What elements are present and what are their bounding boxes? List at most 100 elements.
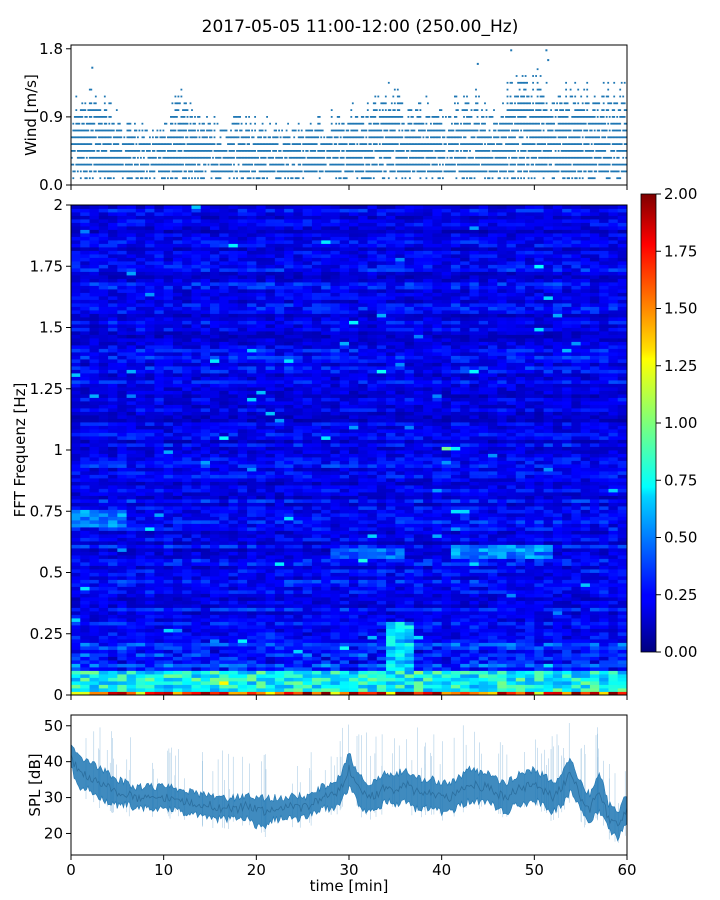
- spectrogram-cell: [117, 642, 127, 647]
- wind-point: [574, 150, 577, 152]
- wind-point: [472, 143, 474, 145]
- spectrogram-cell: [89, 586, 100, 591]
- wind-point: [398, 95, 401, 98]
- wind-point: [176, 163, 178, 166]
- wind-point: [485, 150, 488, 152]
- wind-point: [134, 163, 136, 166]
- wind-point: [140, 163, 142, 166]
- wind-point: [228, 136, 231, 139]
- spectrogram-cell: [460, 642, 470, 647]
- spectrogram-cell: [413, 632, 424, 636]
- spectrogram-cell: [395, 670, 405, 675]
- wind-point: [344, 136, 347, 139]
- wind-point: [360, 163, 363, 166]
- wind-point: [508, 156, 510, 159]
- spectrogram-cell: [450, 642, 461, 647]
- spectrogram-cell: [376, 646, 387, 650]
- spectrogram-cell: [506, 653, 517, 657]
- wind-point: [93, 122, 96, 125]
- spectrogram-cell: [571, 642, 582, 647]
- spectrogram-cell: [349, 600, 359, 605]
- spectrogram-cell: [608, 663, 619, 668]
- wind-point: [82, 156, 85, 159]
- wind-point: [359, 150, 362, 152]
- spectrogram-cell: [404, 621, 415, 626]
- spectrogram-cell: [108, 677, 118, 682]
- spectrogram-cell: [265, 639, 276, 643]
- wind-point: [581, 109, 584, 111]
- wind-point: [415, 143, 417, 145]
- spectrogram-cell: [404, 674, 415, 678]
- wind-point: [383, 150, 386, 152]
- wind-point: [515, 75, 518, 77]
- wind-point: [296, 150, 299, 152]
- wind-point: [254, 163, 256, 166]
- wind-point: [300, 170, 303, 173]
- spectrogram-cell: [441, 590, 452, 594]
- wind-point: [182, 143, 184, 145]
- spectrogram-cell: [145, 583, 155, 587]
- spectrogram-cell: [589, 590, 600, 594]
- wind-point: [336, 129, 339, 132]
- wind-point: [433, 136, 435, 139]
- spectrogram-cell: [534, 656, 544, 661]
- spectrogram-cell: [506, 660, 517, 664]
- wind-point: [448, 136, 450, 139]
- spectrogram-cell: [284, 681, 294, 685]
- spectrogram-cell: [247, 684, 257, 689]
- spectrogram-cell: [154, 614, 165, 619]
- wind-point: [523, 122, 525, 125]
- spectrogram-cell: [117, 670, 127, 675]
- spectrogram-cell: [423, 604, 433, 608]
- wind-point: [336, 116, 339, 118]
- wind-point: [308, 156, 311, 159]
- wind-point: [356, 150, 359, 152]
- spectrogram-cell: [608, 604, 619, 608]
- spectrogram-cell: [450, 649, 461, 654]
- spectrogram-cell: [552, 583, 563, 587]
- spectrogram-cell: [589, 604, 600, 608]
- spectrogram-cell: [488, 660, 498, 664]
- wind-point: [577, 170, 580, 173]
- spectrogram-cell: [386, 691, 396, 695]
- wind-point: [351, 150, 354, 152]
- spectrogram-cell: [293, 688, 304, 692]
- wind-point: [106, 170, 109, 173]
- wind-point: [342, 122, 345, 125]
- wind-point: [511, 109, 513, 111]
- wind-point: [73, 143, 76, 145]
- wind-point: [539, 88, 542, 91]
- wind-point: [318, 163, 321, 166]
- wind-point: [192, 129, 195, 132]
- spectrogram-cell: [450, 604, 461, 608]
- spectrogram-cell: [163, 621, 174, 626]
- wind-point: [577, 122, 580, 125]
- wind-point: [446, 156, 449, 159]
- spectrogram-cell: [367, 600, 378, 605]
- wind-point: [472, 129, 474, 132]
- spectrogram-cell: [488, 621, 498, 626]
- wind-point: [589, 177, 592, 180]
- spectrogram-cell: [71, 691, 81, 695]
- spectrogram-cell: [302, 583, 313, 587]
- wind-point: [565, 95, 567, 98]
- wind-point: [258, 150, 261, 152]
- wind-point: [512, 109, 515, 111]
- wind-point: [535, 129, 537, 132]
- spectrogram-cell: [98, 656, 109, 661]
- wind-point: [356, 136, 359, 139]
- spectrogram-cell: [330, 618, 341, 622]
- spectrogram-cell: [339, 593, 350, 598]
- spectrogram-cell: [219, 688, 229, 692]
- spectrogram-cell: [386, 614, 396, 619]
- wind-point: [278, 156, 280, 159]
- spectrogram-cell: [293, 681, 304, 685]
- spectrogram-cell: [302, 611, 313, 615]
- wind-point: [524, 81, 527, 84]
- wind-point: [170, 163, 172, 166]
- wind-point: [171, 102, 174, 105]
- wind-point: [362, 150, 365, 152]
- wind-point: [490, 116, 492, 118]
- spectrogram-cell: [599, 688, 609, 692]
- spectrogram-cell: [302, 646, 313, 650]
